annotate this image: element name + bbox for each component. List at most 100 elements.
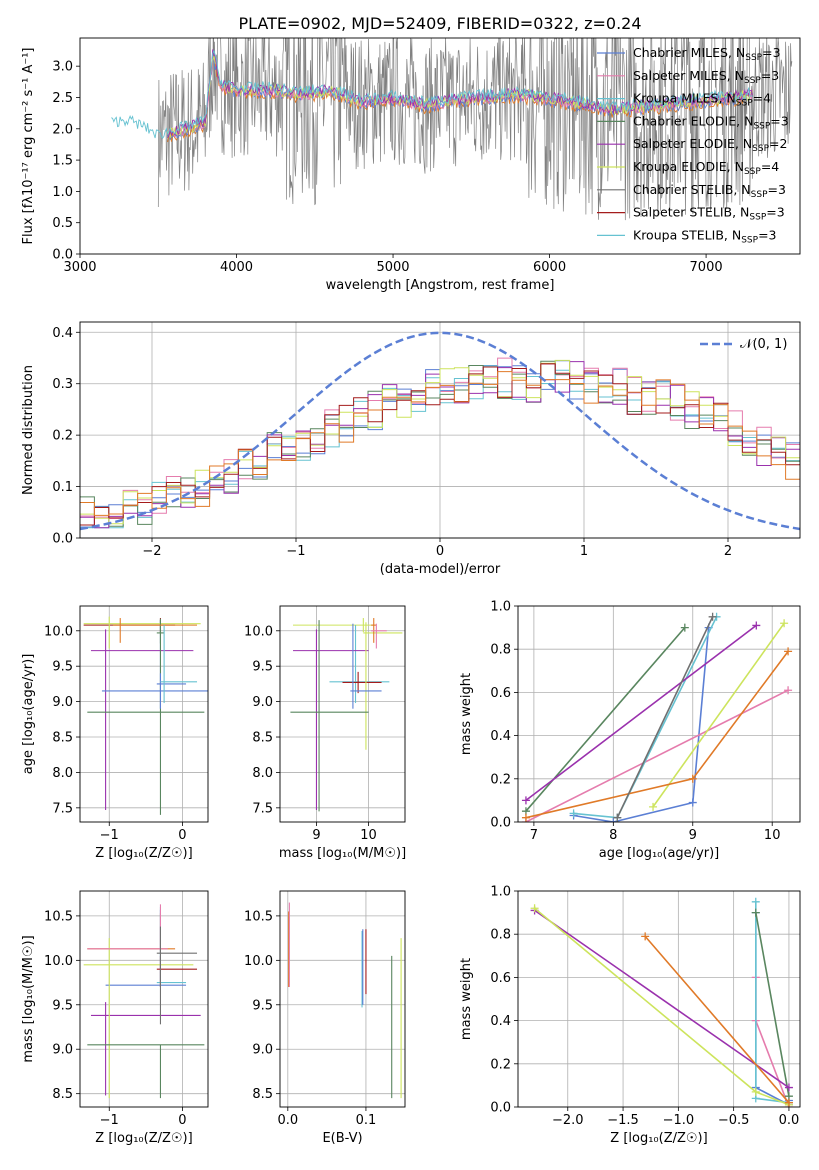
weight-series-line [652, 622, 785, 808]
y-tick-label: 2.5 [52, 91, 73, 106]
y-tick-label: 1.0 [490, 600, 511, 615]
x-tick-label: 0.0 [779, 1113, 800, 1128]
y-tick-label: 1.0 [490, 885, 511, 900]
x-tick-label: 1 [580, 544, 588, 559]
y-tick-label: 0.1 [52, 480, 73, 495]
y-tick-label: 8.0 [52, 766, 73, 781]
y-tick-label: 0.0 [490, 816, 511, 831]
y-tick-label: 8.5 [52, 1087, 73, 1102]
histogram-step [80, 363, 800, 526]
y-tick-label: 1.0 [52, 185, 73, 200]
legend-entry-suffix: =4 [753, 91, 771, 106]
x-axis-label: wavelength [Angstrom, rest frame] [326, 278, 555, 293]
y-tick-label: 9.0 [52, 695, 73, 710]
x-tick-label: 10 [764, 828, 781, 843]
errorbars [83, 904, 205, 1099]
x-axis-label: mass [log₁₀(M/M☉)] [279, 846, 406, 861]
weight-point-marker [521, 813, 530, 822]
y-tick-label: 0.6 [490, 686, 511, 701]
weight-lines [521, 612, 793, 822]
weight-point-marker [780, 619, 789, 628]
histogram-lines [80, 331, 800, 531]
y-tick-label: 10.0 [44, 954, 73, 969]
weight-point-marker [688, 798, 697, 807]
x-tick-label: −2 [142, 544, 161, 559]
axes-frame [279, 890, 406, 1108]
y-tick-label: 1.5 [52, 154, 73, 169]
y-tick-label: 10.0 [244, 624, 273, 639]
y-tick-label: 0.2 [52, 429, 73, 444]
legend-entry: Salpeter MILES, NSSP=3 [633, 68, 779, 86]
legend-entry-subscript: SSP [736, 99, 753, 109]
legend-entry: Salpeter ELODIE, NSSP=2 [633, 136, 787, 154]
y-tick-label: 9.5 [252, 998, 273, 1013]
x-tick-label: 7 [530, 828, 538, 843]
legend-entry-suffix: =3 [766, 205, 784, 220]
axes-frame [279, 605, 406, 823]
legend-entry-subscript: SSP [753, 121, 770, 131]
mass-vs-ebv-panel: 0.0 0.1 8.5 9.0 9.5 10.0 10.5 E(B-V) [244, 890, 406, 1146]
legend-entry-subscript: SSP [745, 53, 762, 63]
weight-point-marker [649, 802, 658, 811]
y-tick-label: 9.0 [252, 695, 273, 710]
legend-entry: Kroupa ELODIE, NSSP=4 [633, 159, 779, 177]
errorbars [290, 618, 403, 812]
age-vs-mass-panel: 9 10 7.5 8.0 8.5 9.0 9.5 10.0 mass [log₁₀(M/M☉)] [244, 605, 406, 861]
figure-title: PLATE=0902, MJD=52409, FIBERID=0322, z=0… [238, 14, 641, 33]
y-tick-label: 10.0 [44, 624, 73, 639]
weight-point-marker [641, 932, 650, 941]
model-spectrum-line [111, 49, 753, 139]
y-tick-label: 9.0 [252, 1043, 273, 1058]
mass-vs-Z-panel: −1 0 8.5 9.0 9.5 10.0 10.5 Z [log₁₀(Z/Z☉)] mass … [21, 890, 209, 1146]
weight-series-line [644, 935, 790, 1104]
y-tick-label: 9.5 [52, 998, 73, 1013]
weight-point-marker [752, 621, 761, 630]
weight-point-marker [784, 686, 793, 695]
y-tick-label: 3.0 [52, 60, 73, 75]
y-tick-label: 2.0 [52, 122, 73, 137]
y-tick-label: 0.0 [52, 532, 73, 547]
x-tick-label: 0 [178, 1113, 186, 1128]
legend-entry: Kroupa STELIB, NSSP=3 [633, 227, 777, 245]
axes-frame [517, 605, 801, 823]
weight-series-line [754, 977, 790, 1107]
x-tick-label: −2.0 [552, 1113, 584, 1128]
y-tick-label: 0.4 [490, 1014, 511, 1029]
y-tick-label: 0.8 [490, 643, 511, 658]
weight-point-marker [521, 796, 530, 805]
weight-point-marker [751, 908, 760, 917]
x-tick-label: −1.0 [663, 1113, 695, 1128]
legend-entry: Chabrier MILES, NSSP=3 [633, 45, 781, 63]
histogram-step [80, 371, 800, 516]
y-tick-label: 0.8 [490, 928, 511, 943]
x-tick-label: 4000 [220, 260, 253, 275]
weight-point-marker [708, 612, 717, 621]
x-tick-label: −1 [100, 1113, 119, 1128]
x-tick-label: 8 [609, 828, 617, 843]
legend-entry: Chabrier ELODIE, NSSP=3 [633, 113, 789, 131]
weight-series-line [616, 616, 714, 819]
legend-entry-suffix: =4 [761, 159, 779, 174]
legend-entry-suffix: =3 [770, 113, 788, 128]
y-tick-label: 0.4 [490, 729, 511, 744]
x-axis-label: Z [log₁₀(Z/Z☉)] [610, 1131, 707, 1146]
spectrum-legend: Chabrier MILES, NSSP=3 Salpeter MILES, NS… [597, 45, 789, 245]
legend-entry: Chabrier STELIB, NSSP=3 [633, 182, 786, 200]
weight-point-marker [784, 1083, 793, 1092]
legend-entry-suffix: =3 [762, 45, 780, 60]
x-tick-label: 10 [360, 828, 377, 843]
weight-lines [530, 897, 793, 1107]
weight-series-line [534, 909, 790, 1089]
x-axis-label: age [log₁₀(age/yr)] [599, 846, 720, 861]
y-tick-label: 8.5 [52, 731, 73, 746]
y-tick-label: 10.5 [44, 909, 73, 924]
axes-frame [79, 605, 209, 823]
y-tick-label: 9.5 [52, 660, 73, 675]
y-axis-label: mass weight [459, 958, 474, 1040]
weight-point-marker [751, 897, 760, 906]
x-tick-label: 0.0 [277, 1113, 298, 1128]
y-axis-label: Flux [fλ10⁻¹⁷ erg cm⁻² s⁻¹ A⁻¹] [21, 48, 36, 245]
legend-entry: 𝒩(0, 1) [740, 337, 787, 352]
legend-entry-subscript: SSP [744, 167, 761, 177]
